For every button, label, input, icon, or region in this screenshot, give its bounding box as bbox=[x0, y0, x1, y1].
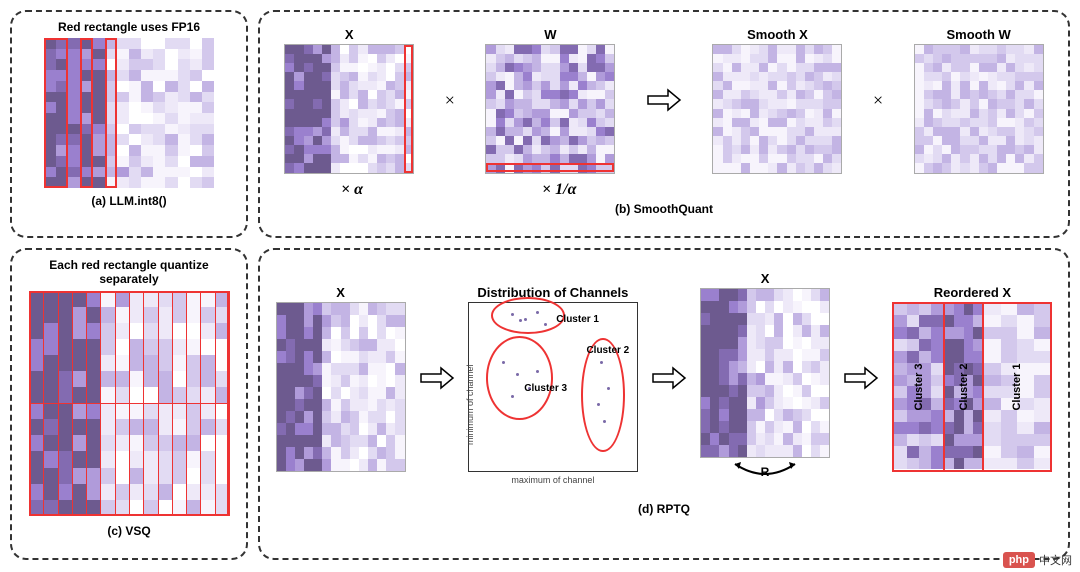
times-symbol: × bbox=[445, 90, 455, 111]
panel-d-caption: (d) RPTQ bbox=[272, 502, 1056, 516]
matrix-label: W bbox=[544, 27, 556, 42]
arrow-icon bbox=[646, 88, 682, 112]
panel-b-caption: (b) SmoothQuant bbox=[272, 202, 1056, 216]
matrix-x bbox=[284, 44, 414, 174]
matrix-w bbox=[485, 44, 615, 174]
matrix-smooth-w bbox=[914, 44, 1044, 174]
reorder-col-label: Cluster 2 bbox=[958, 363, 970, 410]
reorder-arrow-icon: R bbox=[720, 460, 810, 486]
matrix-label: X bbox=[761, 271, 770, 286]
matrix-d-0 bbox=[276, 302, 406, 472]
cluster-label: Cluster 2 bbox=[586, 345, 629, 356]
arrow-icon bbox=[651, 366, 687, 390]
panel-a-title: Red rectangle uses FP16 bbox=[20, 20, 238, 34]
matrix-d-4 bbox=[700, 288, 830, 458]
cluster-label: Cluster 3 bbox=[524, 383, 567, 394]
watermark-logo: php bbox=[1003, 552, 1035, 568]
y-axis-label: minimum of channel bbox=[465, 365, 475, 446]
arrow-icon bbox=[419, 366, 455, 390]
reordered-label: Reordered X bbox=[934, 285, 1011, 300]
panel-d: XDistribution of ChannelsCluster 1Cluste… bbox=[258, 248, 1070, 560]
panel-b: X × W Smooth X × Smooth W × α × 1/α (b) Smooth… bbox=[258, 10, 1070, 238]
matrix-label: Smooth W bbox=[947, 27, 1011, 42]
arrow-icon bbox=[843, 366, 879, 390]
alpha-label: × 1/α bbox=[542, 181, 576, 199]
reordered-matrix: Cluster 3 Cluster 2 Cluster 1 bbox=[892, 302, 1052, 472]
scatter-plot: Cluster 1Cluster 2Cluster 3maximum of ch… bbox=[468, 302, 638, 472]
watermark: php 中文网 bbox=[1003, 552, 1072, 568]
cluster-label: Cluster 1 bbox=[556, 314, 599, 325]
matrix-smooth-x bbox=[712, 44, 842, 174]
times-symbol: × bbox=[873, 90, 883, 111]
row-b: X × W Smooth X × Smooth W bbox=[272, 20, 1056, 180]
bottom-labels-b: × α × 1/α bbox=[272, 180, 1056, 200]
matrix-label: X bbox=[336, 285, 345, 300]
panel-a: Red rectangle uses FP16 (a) LLM.int8() bbox=[10, 10, 248, 238]
x-axis-label: maximum of channel bbox=[511, 475, 594, 485]
matrix-label: Smooth X bbox=[747, 27, 808, 42]
panel-c: Each red rectangle quantize separately (… bbox=[10, 248, 248, 560]
heatmap-c bbox=[29, 291, 229, 516]
watermark-text: 中文网 bbox=[1039, 552, 1072, 568]
row-d: XDistribution of ChannelsCluster 1Cluste… bbox=[272, 258, 1056, 498]
matrix-label: X bbox=[345, 27, 354, 42]
alpha-label: × α bbox=[341, 181, 363, 199]
panel-c-caption: (c) VSQ bbox=[20, 524, 238, 538]
scatter-title: Distribution of Channels bbox=[477, 285, 628, 300]
heatmap-a bbox=[44, 38, 214, 188]
panel-a-caption: (a) LLM.int8() bbox=[20, 194, 238, 208]
reorder-col-label: Cluster 1 bbox=[1011, 363, 1023, 410]
reorder-col-label: Cluster 3 bbox=[913, 363, 925, 410]
panel-c-title: Each red rectangle quantize separately bbox=[20, 258, 238, 287]
svg-text:R: R bbox=[761, 465, 770, 479]
